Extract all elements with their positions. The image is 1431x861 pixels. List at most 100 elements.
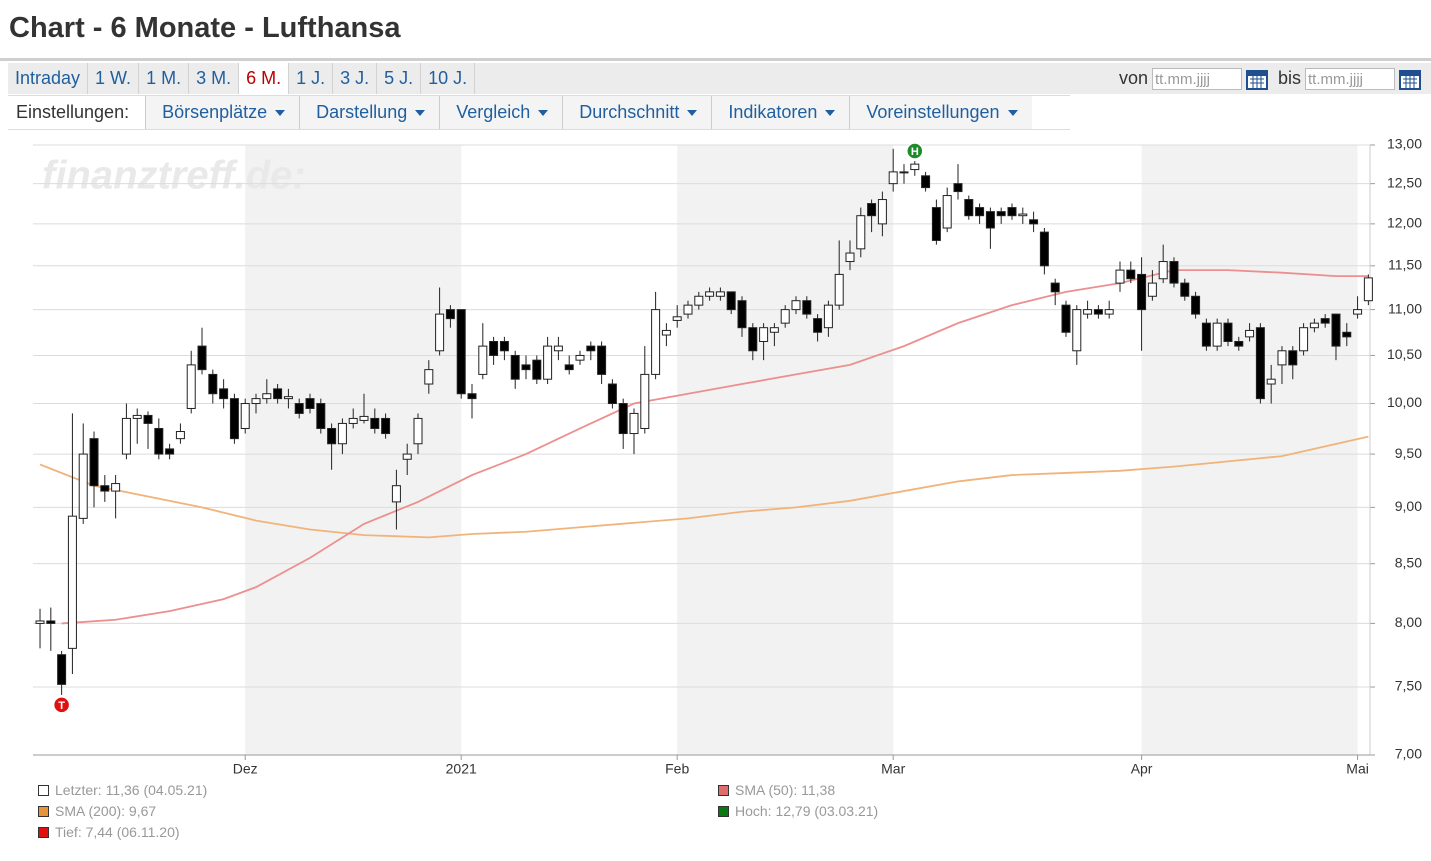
settings-menu[interactable]: Voreinstellungen xyxy=(849,96,1032,129)
legend-item: Hoch: 12,79 (03.03.21) xyxy=(718,802,1118,820)
candle-body xyxy=(456,309,466,395)
watermark: finanztreff.de: xyxy=(42,154,306,198)
candle-body xyxy=(175,431,185,440)
candle-body xyxy=(575,354,585,361)
from-input[interactable]: tt.mm.jjjj xyxy=(1151,67,1242,90)
candle-body xyxy=(67,515,77,649)
candle-body xyxy=(564,364,574,371)
period-tab[interactable]: 6 M. xyxy=(239,63,290,94)
candle-body xyxy=(154,427,164,455)
extreme-marker-label: T xyxy=(58,700,65,712)
candle-body xyxy=(888,171,898,185)
candle-body xyxy=(370,417,380,429)
candle-body xyxy=(1342,331,1352,338)
candle-body xyxy=(348,417,358,424)
candle-body xyxy=(1126,269,1136,280)
candle-body xyxy=(1299,327,1309,352)
settings-menu[interactable]: Darstellung xyxy=(299,96,440,129)
period-tab[interactable]: 1 M. xyxy=(139,63,190,94)
calendar-icon[interactable] xyxy=(1399,68,1421,90)
candle-body xyxy=(273,388,283,400)
y-tick-label: 8,00 xyxy=(1395,614,1422,630)
candle-body xyxy=(953,183,963,193)
settings-menu[interactable]: Durchschnitt xyxy=(562,96,712,129)
candle-body xyxy=(294,403,304,414)
candle-body xyxy=(1309,322,1319,329)
candle-body xyxy=(283,396,293,400)
period-tab[interactable]: 3 M. xyxy=(189,63,240,94)
candle-body xyxy=(640,373,650,429)
candle-body xyxy=(521,364,531,371)
candle-body xyxy=(1201,322,1211,347)
candle-body xyxy=(715,291,725,297)
candle-body xyxy=(229,398,239,440)
candle-body xyxy=(262,393,272,400)
candle-body xyxy=(46,620,56,624)
candle-body xyxy=(899,171,909,174)
y-tick-label: 10,50 xyxy=(1387,346,1422,362)
x-tick-label: 2021 xyxy=(446,761,477,777)
candle-body xyxy=(35,620,45,624)
candle-body xyxy=(57,654,67,685)
candle-body xyxy=(543,345,553,380)
candle-body xyxy=(381,417,391,435)
x-tick-label: Mar xyxy=(881,761,905,777)
legend-swatch xyxy=(718,805,729,817)
x-tick-label: Apr xyxy=(1131,761,1153,777)
period-tab[interactable]: 1 W. xyxy=(88,63,140,94)
candle-body xyxy=(1115,269,1125,284)
candle-body xyxy=(1147,282,1157,297)
candle-body xyxy=(89,438,99,487)
calendar-icon[interactable] xyxy=(1245,68,1268,90)
candle-body xyxy=(845,252,855,263)
candle-body xyxy=(1050,282,1060,293)
candle-body xyxy=(1029,219,1039,225)
sma-line xyxy=(39,435,1369,539)
candle-body xyxy=(445,309,455,320)
candle-body xyxy=(1083,309,1093,315)
candle-body xyxy=(111,483,121,492)
candle-body xyxy=(1158,261,1168,280)
candle-body xyxy=(856,215,866,250)
to-input[interactable]: tt.mm.jjjj xyxy=(1305,67,1395,90)
candle-body xyxy=(985,211,995,229)
settings-bar: Einstellungen: Börsenplätze Darstellung Ve… xyxy=(8,95,1070,130)
candle-body xyxy=(877,199,887,225)
candle-body xyxy=(435,313,445,352)
y-tick-label: 12,50 xyxy=(1387,174,1422,190)
candle-body xyxy=(759,327,769,342)
candle-body xyxy=(1039,231,1049,267)
candle-body xyxy=(910,163,920,171)
legend-text: SMA (200): 9,67 xyxy=(55,803,157,819)
candle-body xyxy=(1245,329,1255,338)
candle-body xyxy=(1288,350,1298,366)
candle-body xyxy=(607,383,617,405)
candle-body xyxy=(424,369,434,385)
y-tick-label: 10,00 xyxy=(1387,394,1422,410)
legend-item: Letzter: 11,36 (04.05.21) xyxy=(38,781,718,799)
candle-body xyxy=(510,354,520,380)
settings-menu[interactable]: Vergleich xyxy=(439,96,563,129)
candle-body xyxy=(251,398,261,405)
x-tick-label: Dez xyxy=(233,761,258,777)
candle-body xyxy=(1353,309,1363,315)
legend-swatch xyxy=(718,784,729,796)
period-tab[interactable]: 3 J. xyxy=(333,63,378,94)
candle-body xyxy=(921,175,931,189)
x-tick-label: Mai xyxy=(1346,761,1369,777)
extreme-marker-label: H xyxy=(911,146,919,158)
candle-body xyxy=(1137,273,1147,311)
candle-body xyxy=(413,417,423,445)
period-tab[interactable]: 1 J. xyxy=(289,63,334,94)
settings-menu[interactable]: Börsenplätze xyxy=(145,96,300,129)
period-tab[interactable]: 5 J. xyxy=(377,63,422,94)
period-tab[interactable]: Intraday xyxy=(8,63,89,94)
from-label: von xyxy=(1118,68,1148,88)
period-tab[interactable]: 10 J. xyxy=(421,63,476,94)
settings-menu[interactable]: Indikatoren xyxy=(711,96,850,129)
candle-body xyxy=(672,316,682,321)
y-tick-label: 9,00 xyxy=(1395,498,1422,514)
candle-body xyxy=(942,195,952,229)
y-tick-label: 7,50 xyxy=(1395,678,1422,694)
candle-body xyxy=(316,403,326,429)
